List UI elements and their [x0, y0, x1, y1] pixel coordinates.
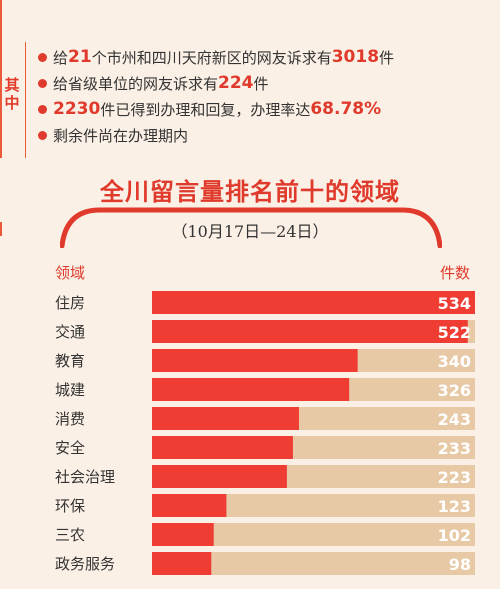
category-label: 消费: [55, 410, 85, 428]
bar: [152, 552, 212, 575]
chart-subtitle: （10月17日—24日）: [171, 222, 329, 241]
sidebar-label: 其中: [4, 76, 20, 112]
bullet-dot-icon: [38, 104, 47, 114]
bar: [152, 291, 475, 314]
note-text: 个市州和四川天府新区的网友诉求有: [91, 48, 332, 67]
value-label: 522: [438, 323, 471, 342]
note-highlight-number: 224: [218, 73, 254, 93]
value-label: 243: [438, 410, 471, 429]
bar: [152, 320, 468, 343]
bar-track: [152, 552, 475, 575]
category-label: 住房: [55, 294, 85, 312]
bar: [152, 523, 214, 546]
note-highlight-number: 21: [68, 47, 92, 67]
category-label: 安全: [55, 439, 85, 457]
note-item: 2230 件已得到办理和回复，办理率达 68.78%: [38, 96, 488, 122]
left-decorative-tick: [0, 222, 8, 236]
value-label: 340: [438, 352, 471, 371]
bar-chart: 住房 534 交通 522 教育 340 城建 326 消费 243 安全 233 社会治理 223 环保 1…: [55, 291, 475, 575]
summary-notes: 给 21 个市州和四川天府新区的网友诉求有 3018 件 给省级单位的网友诉求有…: [38, 44, 488, 148]
bar: [152, 349, 358, 372]
title-arc-decoration: [60, 207, 442, 248]
bullet-dot-icon: [38, 52, 47, 62]
value-label: 326: [438, 381, 471, 400]
bar: [152, 465, 287, 488]
note-item: 给省级单位的网友诉求有 224 件: [38, 70, 488, 96]
note-text: 给省级单位的网友诉求有: [53, 74, 219, 93]
note-text: 件已得到办理和回复，办理率达: [100, 100, 311, 119]
note-text: 件: [253, 74, 269, 93]
category-label: 环保: [55, 497, 85, 515]
note-text: 件: [379, 48, 395, 67]
value-label: 123: [438, 497, 471, 516]
left-decorative-rule: [0, 0, 2, 158]
note-highlight-number: 68.78%: [310, 99, 382, 119]
value-label: 233: [438, 439, 471, 458]
value-label: 102: [438, 526, 471, 545]
bar-track: [152, 523, 475, 546]
bar: [152, 378, 350, 401]
bar: [152, 407, 299, 430]
bar-track: [152, 494, 475, 517]
bar: [152, 494, 227, 517]
category-label: 政务服务: [55, 555, 115, 573]
value-axis-title: 件数: [440, 264, 471, 282]
category-label: 教育: [55, 352, 85, 370]
category-label: 交通: [55, 323, 85, 341]
note-highlight-number: 3018: [331, 47, 380, 67]
category-label: 城建: [55, 381, 85, 399]
value-label: 98: [449, 555, 471, 574]
value-label: 223: [438, 468, 471, 487]
category-label: 社会治理: [55, 468, 115, 486]
chart-title: 全川留言量排名前十的领域: [100, 178, 400, 206]
note-item: 剩余件尚在办理期内: [38, 122, 488, 148]
note-highlight-number: 2230: [53, 99, 101, 119]
bar: [152, 436, 293, 459]
category-axis-title: 领域: [55, 264, 86, 282]
note-item: 给 21 个市州和四川天府新区的网友诉求有 3018 件: [38, 44, 488, 70]
value-label: 534: [438, 294, 471, 313]
note-text: 给: [53, 48, 69, 67]
category-label: 三农: [55, 526, 85, 544]
bullet-dot-icon: [38, 130, 47, 140]
note-text: 剩余件尚在办理期内: [53, 126, 189, 145]
notes-bracket: [25, 42, 34, 158]
bullet-dot-icon: [38, 78, 47, 88]
